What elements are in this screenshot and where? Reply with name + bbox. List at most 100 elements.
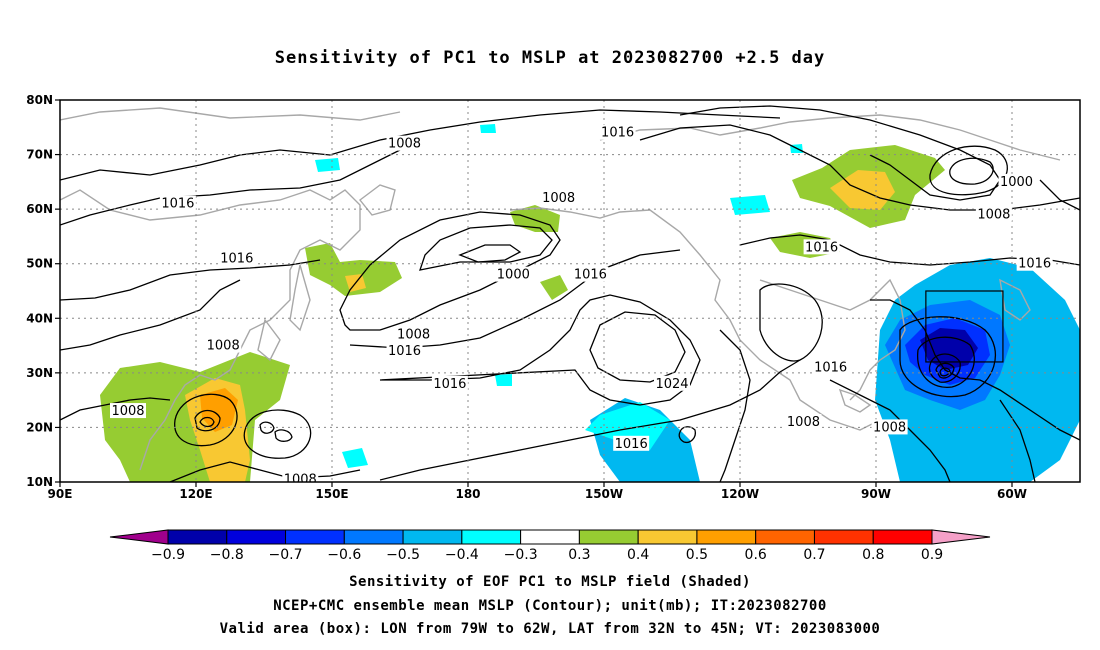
contour-label-21: 1008 [873,420,906,435]
contour-label-bg-3 [205,337,242,353]
lon-label-2: 150E [315,487,348,501]
contour-label-0: 1008 [388,137,421,152]
lon-label-3: 180 [455,487,480,501]
colorbar-level-9: 0.5 [686,547,708,563]
contour-label-13: 1024 [655,377,688,392]
colorbar-under-triangle [109,529,169,545]
lon-label-1: 120E [179,487,212,501]
contour-label-6: 1016 [601,126,634,141]
colorbar-bin-9 [696,529,757,545]
contour-label-bg-16 [998,173,1035,189]
contour-label-bg-6 [599,124,636,140]
contour-label-16: 1000 [1000,175,1033,190]
lat-label-1: 70N [26,148,53,162]
colorbar-bin-5 [461,529,522,545]
shade-positive-kamchatka [305,243,402,296]
colorbar-bin-3 [343,529,404,545]
lat-label-3: 50N [26,257,53,271]
contour-label-bg-4 [110,403,146,419]
shade-positive-aleutian [510,205,560,232]
colorbar: −0.9 −0.8 −0.7 −0.6 −0.5 −0.4 −0.3 0.3 0.4 0.5 0.6… [109,529,991,563]
caption-valid-area: Valid area (box): LON from 79W to 62W, L… [219,621,881,637]
colorbar-level-13: 0.9 [921,547,943,563]
contour-label-bg-11 [386,343,423,359]
colorbar-level-5: −0.4 [445,547,479,563]
plot-frame [59,99,1081,483]
contour-label-10: 1008 [397,328,430,343]
contour-label-17: 1008 [977,208,1010,223]
colorbar-level-10: 0.6 [745,547,767,563]
colorbar-over-triangle [931,529,991,545]
contour-label-11: 1016 [388,344,421,359]
contour-label-bg-21 [871,419,908,435]
valid-area-box [925,290,1004,363]
contour-label-5: 1008 [284,472,317,487]
contour-label-15: 1016 [805,240,838,255]
contour-label-bg-9 [572,266,609,282]
contour-label-12: 1016 [433,377,466,392]
colorbar-bin-0 [167,529,228,545]
contour-label-bg-0 [386,135,423,151]
contour-label-bg-17 [975,206,1012,222]
contour-label-18: 1016 [1018,257,1051,272]
lat-label-0: 80N [26,93,53,107]
colorbar-level-12: 0.8 [862,547,884,563]
colorbar-bin-1 [226,529,287,545]
contour-label-14: 1016 [615,437,648,452]
contour-label-bg-15 [803,239,840,255]
colorbar-level-0: −0.9 [151,547,185,563]
contour-label-bg-2 [218,250,255,266]
lon-label-7: 60W [997,487,1027,501]
contour-label-bg-18 [1016,255,1053,271]
lat-label-4: 40N [26,311,53,325]
colorbar-level-7: 0.3 [568,547,590,563]
colorbar-level-11: 0.7 [803,547,825,563]
contour-label-bg-12 [431,375,468,391]
colorbar-bin-8 [637,529,698,545]
colorbar-bin-6 [520,529,580,545]
contour-label-20: 1008 [787,415,820,430]
contour-label-bg-19 [812,359,849,375]
contour-label-bg-7 [540,190,577,206]
contour-label-bg-13 [654,375,690,391]
shade-negative-small-3 [730,195,770,215]
shade-positive-gulf-alaska [540,275,568,300]
shade-negative-small-4 [342,448,368,468]
lat-label-7: 10N [26,475,53,489]
lon-label-4: 150W [585,487,623,501]
contour-label-2: 1016 [220,251,253,266]
axis-labels: 90E 120E 150E 180 150W 120W 90W 60W 80N 70N 60N 50N… [26,93,1027,501]
contour-label-bg-8 [495,266,532,282]
shade-negative-small-5 [495,374,512,386]
shade-negative-small-2 [315,158,340,172]
contour-label-9: 1016 [574,268,607,283]
colorbar-bin-4 [402,529,463,545]
contour-label-3: 1008 [207,339,240,354]
colorbar-bin-11 [813,529,874,545]
map-title: Sensitivity of PC1 to MSLP at 2023082700… [274,48,826,68]
contour-label-bg-10 [395,326,432,342]
lon-label-0: 90E [48,487,73,501]
shade-negative-small-1 [480,124,496,133]
colorbar-bin-10 [755,529,815,545]
lat-label-6: 20N [26,420,53,434]
colorbar-level-2: −0.7 [269,547,303,563]
contour-label-1: 1016 [161,197,194,212]
contour-label-bg-5 [282,471,319,482]
lon-label-6: 90W [861,487,891,501]
lat-label-2: 60N [26,202,53,216]
colorbar-level-1: −0.8 [210,547,244,563]
contour-label-bg-14 [613,435,650,451]
caption-contour: NCEP+CMC ensemble mean MSLP (Contour); u… [273,598,827,614]
contour-label-8: 1000 [497,268,530,283]
colorbar-level-6: −0.3 [504,547,538,563]
contour-label-19: 1016 [814,360,847,375]
lat-label-5: 30N [26,366,53,380]
colorbar-level-3: −0.6 [327,547,361,563]
lon-label-5: 120W [721,487,759,501]
colorbar-level-8: 0.4 [627,547,649,563]
colorbar-bin-2 [285,529,345,545]
colorbar-level-4: −0.5 [386,547,420,563]
caption-shaded: Sensitivity of EOF PC1 to MSLP field (Sh… [349,574,751,590]
